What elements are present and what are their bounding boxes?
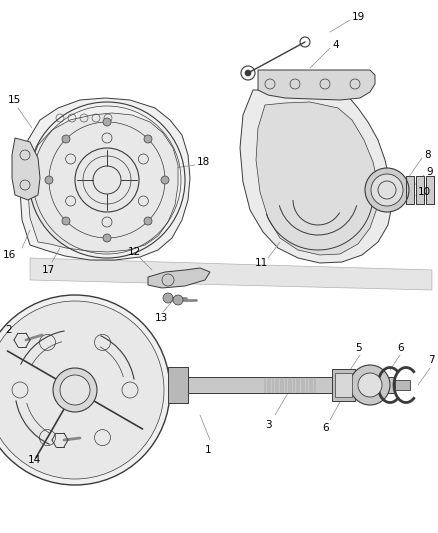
Text: 2: 2	[5, 325, 12, 335]
Text: 19: 19	[352, 12, 365, 22]
Text: 7: 7	[428, 355, 434, 365]
Polygon shape	[240, 90, 392, 263]
Text: 11: 11	[255, 258, 268, 268]
Circle shape	[103, 234, 111, 242]
Polygon shape	[148, 268, 210, 288]
Circle shape	[163, 293, 173, 303]
Text: 6: 6	[322, 423, 328, 433]
Circle shape	[161, 176, 169, 184]
Polygon shape	[395, 380, 410, 390]
Text: 6: 6	[397, 343, 404, 353]
Text: 3: 3	[265, 420, 272, 430]
Polygon shape	[426, 176, 434, 204]
Polygon shape	[168, 367, 188, 403]
Text: 15: 15	[8, 95, 21, 105]
Circle shape	[350, 365, 390, 405]
Polygon shape	[20, 98, 190, 260]
Text: 1: 1	[205, 445, 212, 455]
Text: 8: 8	[424, 150, 431, 160]
Circle shape	[53, 368, 97, 412]
Circle shape	[144, 135, 152, 143]
Text: 10: 10	[418, 187, 431, 197]
Circle shape	[62, 217, 70, 225]
Polygon shape	[258, 70, 375, 100]
Circle shape	[144, 217, 152, 225]
Polygon shape	[335, 373, 352, 397]
Circle shape	[103, 118, 111, 126]
Text: 4: 4	[332, 40, 339, 50]
Text: 12: 12	[128, 247, 141, 257]
Circle shape	[62, 135, 70, 143]
Circle shape	[45, 176, 53, 184]
Text: 14: 14	[28, 455, 41, 465]
Circle shape	[365, 168, 409, 212]
Polygon shape	[30, 258, 432, 290]
Circle shape	[173, 295, 183, 305]
Text: 9: 9	[426, 167, 433, 177]
Text: 18: 18	[197, 157, 210, 167]
Polygon shape	[12, 138, 40, 200]
Polygon shape	[416, 176, 424, 204]
Circle shape	[0, 301, 164, 479]
Text: 13: 13	[155, 313, 168, 323]
Polygon shape	[332, 369, 355, 401]
Circle shape	[358, 373, 382, 397]
Text: 16: 16	[3, 250, 16, 260]
Circle shape	[0, 295, 170, 485]
Polygon shape	[28, 113, 178, 252]
Text: 17: 17	[42, 265, 55, 275]
Text: 5: 5	[355, 343, 362, 353]
Circle shape	[60, 375, 90, 405]
Polygon shape	[170, 377, 395, 393]
Circle shape	[371, 174, 403, 206]
Polygon shape	[256, 102, 378, 255]
Polygon shape	[406, 176, 414, 204]
Circle shape	[245, 70, 251, 76]
